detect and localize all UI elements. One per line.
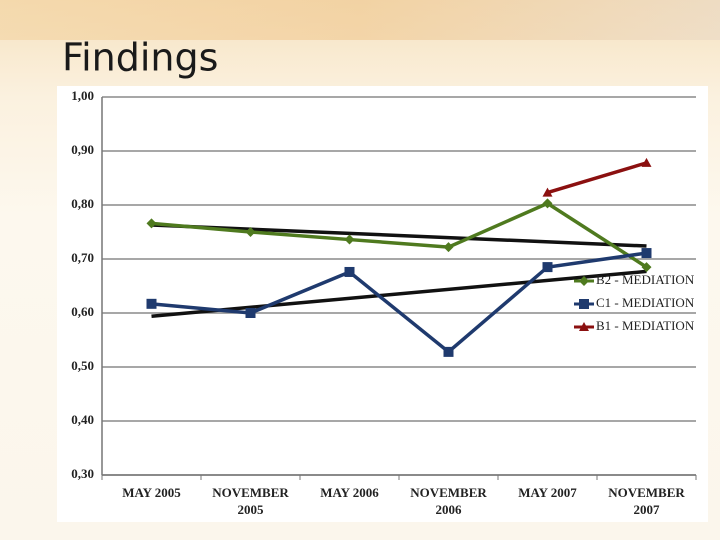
marker <box>542 262 553 273</box>
marker <box>146 298 157 309</box>
x-tick-label: NOVEMBER 2005 <box>212 485 289 517</box>
marker <box>641 262 652 273</box>
marker <box>443 242 454 253</box>
marker <box>344 266 355 277</box>
x-tick-label: MAY 2007 <box>518 485 577 500</box>
marker <box>146 218 157 229</box>
series-line <box>151 201 648 269</box>
x-tick-label: NOVEMBER 2007 <box>608 485 685 517</box>
slide-title: Findings <box>62 36 218 80</box>
y-tick-label: 0,80 <box>71 196 94 211</box>
y-tick-label: 0,70 <box>71 250 94 265</box>
marker <box>245 308 256 318</box>
legend-label: B1 - MEDIATION <box>596 318 695 333</box>
x-tick-label: MAY 2005 <box>122 485 181 500</box>
marker <box>245 227 256 237</box>
y-tick-label: 0,50 <box>71 358 94 373</box>
marker <box>579 299 589 309</box>
marker <box>542 198 553 209</box>
y-tick-label: 0,90 <box>71 142 94 157</box>
marker <box>443 346 454 357</box>
trendline <box>151 223 647 248</box>
marker <box>641 157 652 167</box>
legend-label: B2 - MEDIATION <box>596 272 695 287</box>
marker <box>579 276 589 286</box>
trendline <box>151 269 647 318</box>
marker <box>579 322 589 331</box>
marker <box>641 248 652 259</box>
marker <box>542 187 553 197</box>
x-tick-label: NOVEMBER 2006 <box>410 485 487 517</box>
series-line <box>151 251 647 355</box>
legend-label: C1 - MEDIATION <box>596 295 695 310</box>
marker <box>344 234 355 245</box>
y-tick-label: 0,60 <box>71 304 94 319</box>
y-tick-label: 0,30 <box>71 466 94 481</box>
series-line <box>546 161 648 195</box>
decor-band <box>0 0 720 40</box>
x-tick-label: MAY 2006 <box>320 485 379 500</box>
y-tick-label: 1,00 <box>71 88 94 103</box>
y-tick-label: 0,40 <box>71 412 94 427</box>
